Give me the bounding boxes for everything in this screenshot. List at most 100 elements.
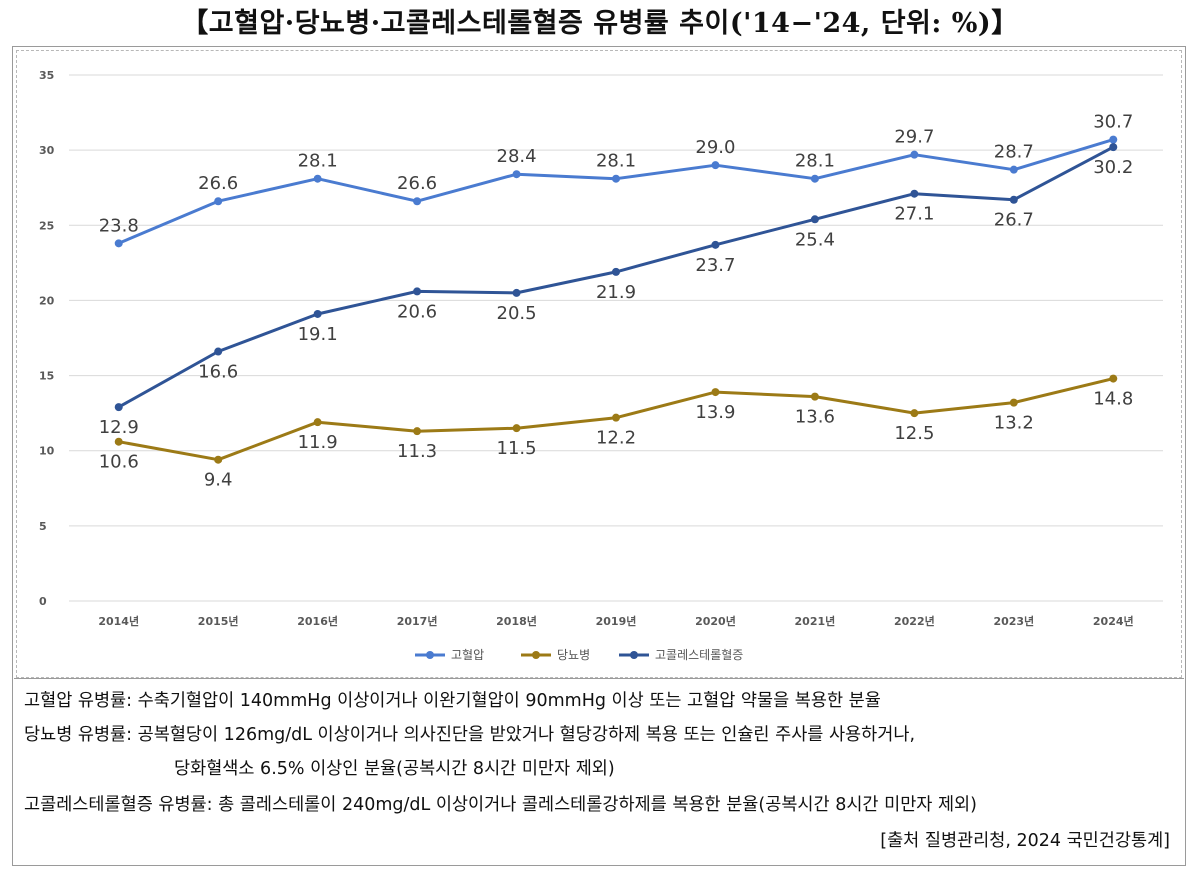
notes-section: 고혈압 유병률: 수축기혈압이 140mmHg 이상이거나 이완기혈압이 90m… [14,678,1184,864]
data-label: 28.1 [795,151,835,172]
legend-marker [630,651,638,659]
data-point [512,170,521,179]
data-point [711,388,720,397]
y-tick-label: 0 [39,595,47,608]
legend-label: 당뇨병 [557,648,590,662]
data-label: 28.7 [994,142,1034,163]
data-point [512,424,521,433]
y-tick-label: 5 [39,520,47,533]
data-point [711,240,720,249]
data-point [114,437,123,446]
data-point [612,413,620,422]
data-label: 28.4 [497,146,537,167]
data-label: 29.0 [695,137,735,158]
chart-area: 0 5 10 15 20 25 30 35 2014년 2015년 2016년 2017년 2018년 2… [16,50,1182,678]
x-tick-label: 2023년 [993,614,1034,628]
y-tick-label: 15 [39,370,54,383]
y-tick-label: 10 [39,445,55,458]
data-label: 12.2 [596,428,636,449]
data-label: 26.6 [198,173,238,194]
note-hypertension: 고혈압 유병률: 수축기혈압이 140mmHg 이상이거나 이완기혈압이 90m… [24,691,881,711]
data-label: 19.1 [298,324,338,345]
data-label: 21.9 [596,282,636,303]
chart-title: 【고혈압·당뇨병·고콜레스테롤혈증 유병률 추이('14−'24, 단위: %)… [181,8,1019,39]
data-point [313,309,322,318]
source-citation: [출처 질병관리청, 2024 국민건강통계] [880,831,1170,851]
data-label: 10.6 [99,452,139,473]
data-label: 20.5 [497,303,537,324]
x-tick-label: 2019년 [596,614,637,628]
x-tick-label: 2017년 [397,614,438,628]
data-point [1009,195,1018,204]
data-point [1109,374,1118,383]
data-label: 23.8 [99,215,139,236]
note-diabetes: 당뇨병 유병률: 공복혈당이 126mg/dL 이상이거나 의사진단을 받았거나… [24,725,916,745]
data-label: 9.4 [204,470,233,491]
figure-frame [12,46,1186,866]
data-label: 26.7 [994,210,1034,231]
data-point [910,150,919,159]
data-point [1109,143,1118,152]
x-tick-label: 2022년 [894,614,935,628]
data-label: 11.9 [298,432,338,453]
data-point [413,197,422,206]
data-label: 20.6 [397,301,437,322]
data-label: 11.3 [397,441,437,462]
data-point [1009,165,1018,174]
x-tick-label: 2024년 [1093,614,1134,628]
data-point [214,455,223,464]
data-point [612,174,620,183]
data-point [413,287,422,296]
legend-label: 고혈압 [451,648,484,662]
legend-label: 고콜레스테롤혈증 [655,648,743,662]
data-point [214,197,223,206]
y-tick-label: 25 [39,219,54,232]
y-tick-label: 30 [39,144,55,157]
x-tick-label: 2021년 [795,614,836,628]
series-line [117,145,1115,409]
data-point [313,418,322,427]
data-point [413,427,422,436]
data-label: 23.7 [695,255,735,276]
data-point [1009,398,1018,407]
x-tick-label: 2015년 [198,614,239,628]
data-point [214,347,223,356]
data-point [810,215,819,224]
data-label: 13.6 [795,407,835,428]
x-tick-label: 2020년 [695,614,736,628]
x-tick-label: 2018년 [496,614,537,628]
data-label: 12.5 [894,423,934,444]
y-tick-label: 20 [39,294,55,307]
data-point [910,189,919,198]
data-point [114,403,123,412]
data-label: 30.7 [1093,112,1133,133]
data-point [512,288,521,297]
data-label: 30.2 [1093,157,1133,178]
data-label: 16.6 [198,362,238,383]
data-label: 13.2 [994,413,1034,434]
note-diabetes-cont: 당화혈색소 6.5% 이상인 분율(공복시간 8시간 미만자 제외) [174,759,615,779]
data-point [1109,135,1118,144]
legend-marker [532,651,540,659]
data-label: 11.5 [497,438,537,459]
line-chart: 0 5 10 15 20 25 30 35 2014년 2015년 2016년 2017년 2018년 2… [39,69,1163,662]
note-hypercholesterolemia: 고콜레스테롤혈증 유병률: 총 콜레스테롤이 240mg/dL 이상이거나 콜레… [24,795,977,815]
data-point [810,392,819,401]
data-label: 28.1 [596,151,636,172]
legend-marker [426,651,434,659]
x-tick-label: 2014년 [98,614,139,628]
data-label: 12.9 [99,417,139,438]
data-point [910,409,919,418]
data-label: 14.8 [1093,389,1133,410]
data-point [711,161,720,170]
data-point [114,239,123,248]
x-tick-label: 2016년 [297,614,338,628]
data-point [313,174,322,183]
data-label: 27.1 [894,204,934,225]
data-label: 25.4 [795,229,835,250]
data-point [612,267,620,276]
data-label: 13.9 [695,402,735,423]
data-label: 26.6 [397,173,437,194]
data-label: 29.7 [894,127,934,148]
data-point [810,174,819,183]
